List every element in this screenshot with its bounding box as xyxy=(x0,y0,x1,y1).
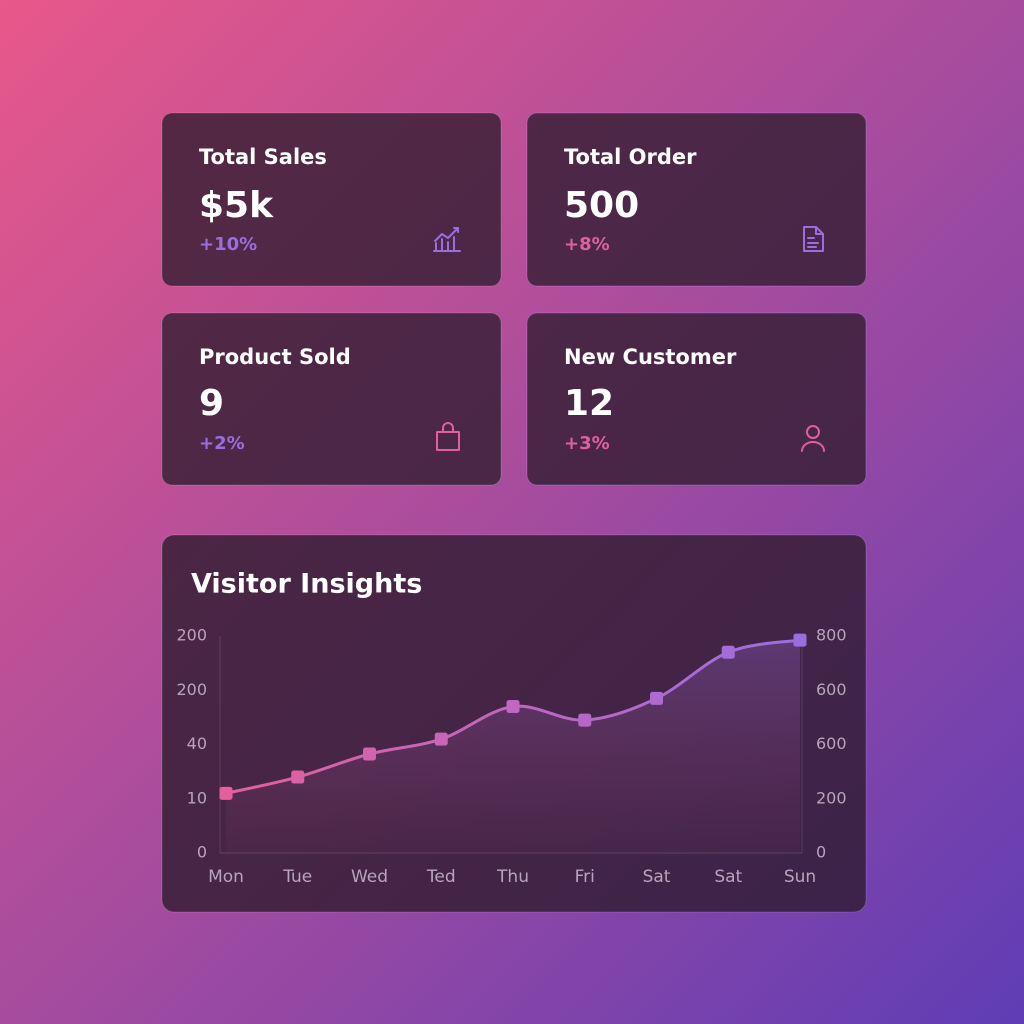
x-tick-label: Wed xyxy=(351,867,388,887)
y-tick-label: 200 xyxy=(176,680,207,699)
card-value: 12 xyxy=(564,383,614,424)
card-bg xyxy=(526,112,867,287)
plot: 0 10 40 200 200 0 200 600 600 800 Mon Tue Wed Ted Thu F… xyxy=(176,626,846,888)
card-change: +3% xyxy=(564,433,610,454)
x-tick-label: Ted xyxy=(426,867,456,887)
card-title: New Customer xyxy=(564,345,737,369)
y-tick-label: 40 xyxy=(187,734,207,753)
point xyxy=(721,645,735,659)
card-bg xyxy=(161,112,502,287)
card-change: +8% xyxy=(564,234,610,255)
y2-tick-label: 800 xyxy=(816,626,847,645)
bag-icon xyxy=(436,422,460,451)
card: Total Sales $5k +10% xyxy=(161,112,502,287)
point xyxy=(793,633,807,647)
x-tick-label: Sat xyxy=(643,867,671,887)
chart-icon xyxy=(433,227,461,252)
card: Total Order 500 +8% xyxy=(526,112,867,287)
user-icon xyxy=(801,425,825,452)
card-value: $5k xyxy=(199,185,274,226)
y-tick-label: 10 xyxy=(187,788,207,807)
card-bg xyxy=(161,312,502,486)
y-tick-label: 0 xyxy=(197,843,207,862)
x-tick-label: Thu xyxy=(496,867,529,887)
y2-tick-label: 0 xyxy=(816,843,826,862)
point xyxy=(434,732,448,746)
card: Product Sold 9 +2% xyxy=(161,312,502,486)
point xyxy=(506,700,520,714)
y-tick-label: 200 xyxy=(176,626,207,645)
y2-tick-label: 200 xyxy=(816,788,847,807)
point xyxy=(363,747,376,761)
x-tick-label: Sun xyxy=(784,867,816,887)
card-value: 9 xyxy=(199,383,224,424)
card-title: Total Order xyxy=(564,145,697,169)
point xyxy=(578,713,592,727)
document-icon xyxy=(803,226,824,252)
point xyxy=(219,786,233,800)
card-bg xyxy=(526,312,867,486)
x-tick-label: Mon xyxy=(208,867,244,887)
x-tick-label: Fri xyxy=(575,867,595,887)
card-change: +10% xyxy=(199,234,257,255)
point xyxy=(650,691,663,705)
card-change: +2% xyxy=(199,433,245,454)
x-tick-label: Tue xyxy=(282,867,312,887)
card: New Customer 12 +3% xyxy=(526,312,867,486)
chart-title: Visitor Insights xyxy=(191,569,422,600)
line-area xyxy=(226,640,800,853)
y2-tick-label: 600 xyxy=(816,680,847,699)
x-tick-label: Sat xyxy=(714,867,742,887)
card-value: 500 xyxy=(564,185,639,226)
card-title: Product Sold xyxy=(199,345,351,369)
point xyxy=(291,770,305,784)
y2-tick-label: 600 xyxy=(816,734,847,753)
card-title: Total Sales xyxy=(199,145,327,169)
